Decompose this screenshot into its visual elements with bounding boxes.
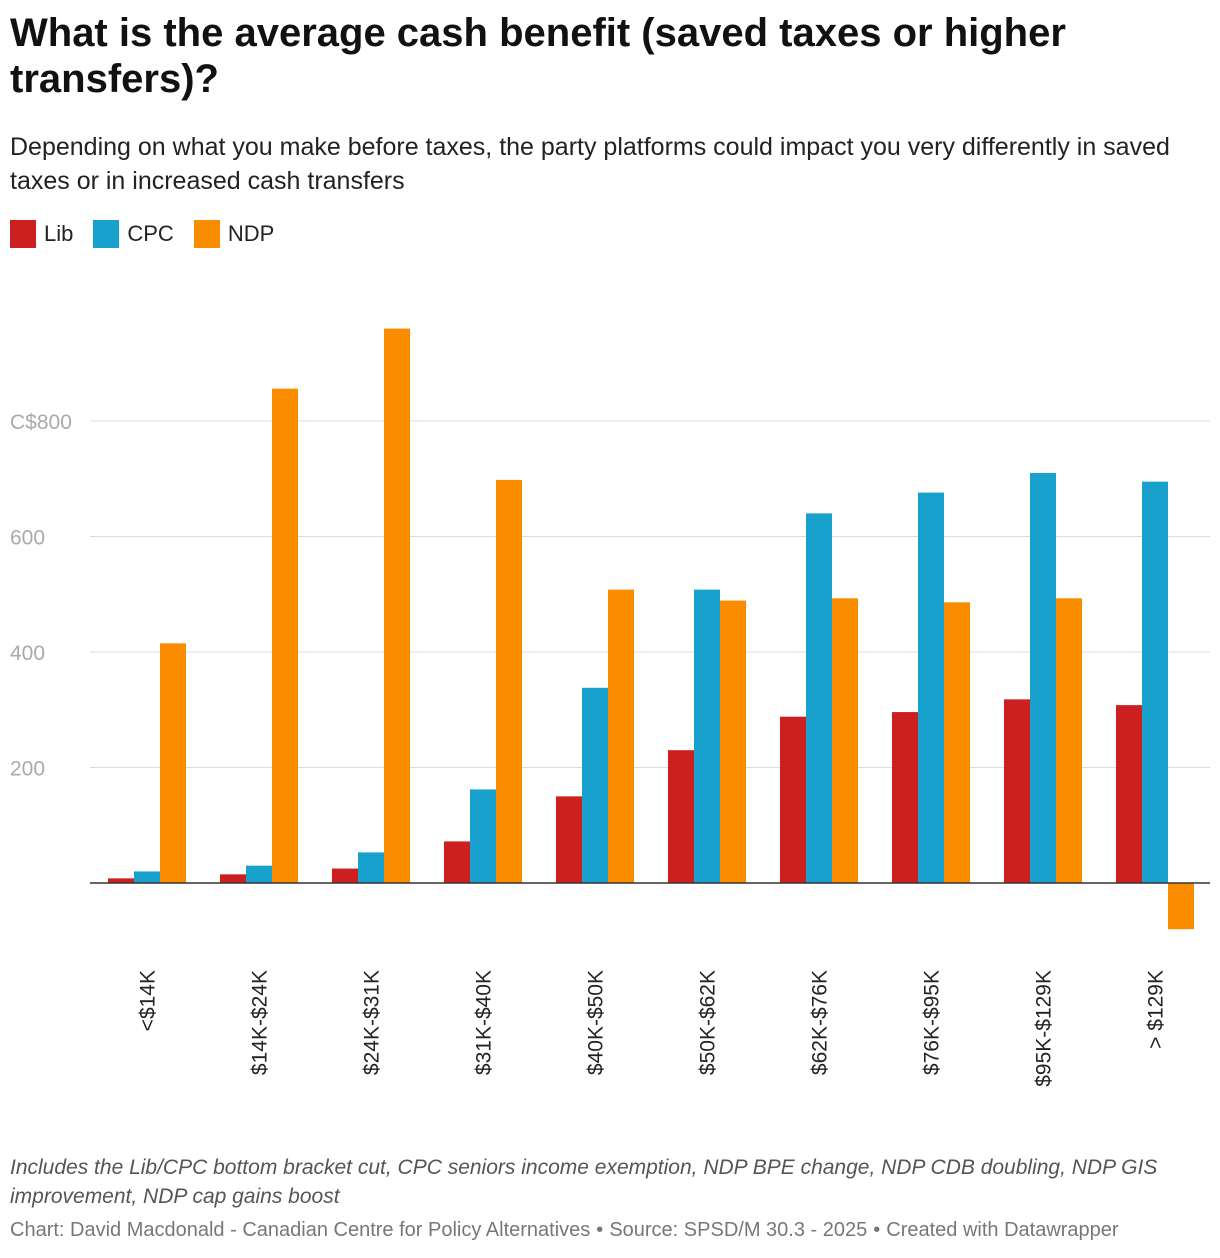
bar-ndp	[944, 602, 970, 883]
bar-ndp	[272, 388, 298, 883]
bar-lib	[668, 750, 694, 883]
bar-ndp	[496, 479, 522, 883]
bar-ndp	[608, 589, 634, 883]
bar-ndp	[160, 643, 186, 883]
legend: Lib CPC NDP	[10, 220, 294, 248]
legend-item-ndp: NDP	[193, 220, 275, 248]
bar-lib	[220, 874, 246, 883]
legend-swatch-lib	[10, 220, 36, 248]
chart-subtitle: Depending on what you make before taxes,…	[10, 133, 1170, 195]
y-tick-label: 200	[10, 758, 45, 781]
credit-chart: Chart: David Macdonald - Canadian Centre…	[10, 1219, 591, 1241]
bar-ndp	[384, 328, 410, 884]
x-tick-label: $95K-$129K	[1033, 970, 1056, 1087]
legend-swatch-ndp	[193, 220, 220, 248]
bar-cpc	[470, 789, 496, 883]
bar-lib	[108, 878, 134, 883]
credit-tool: Created with Datawrapper	[886, 1219, 1119, 1241]
bar-ndp	[1168, 883, 1194, 930]
x-tick-label: $50K-$62K	[697, 970, 720, 1075]
legend-swatch-cpc	[93, 220, 120, 248]
bar-cpc	[1142, 481, 1168, 883]
bar-cpc	[582, 687, 608, 883]
bar-cpc	[358, 852, 384, 883]
legend-label-ndp: NDP	[227, 221, 275, 246]
chart-credit: Chart: David Macdonald - Canadian Centre…	[10, 1219, 1220, 1242]
y-tick-label: 400	[10, 642, 45, 665]
bar-lib	[780, 716, 806, 883]
x-tick-label: $40K-$50K	[585, 970, 608, 1075]
bar-chart: 200 400 600 C$800 <$14K $14K-$24K $24K-$31K $31…	[10, 328, 1210, 1087]
bar-ndp	[832, 598, 858, 883]
bar-ndp	[1056, 598, 1082, 883]
bar-cpc	[694, 589, 720, 883]
bar-lib	[1116, 705, 1142, 883]
x-tick-label: > $129K	[1145, 970, 1168, 1049]
credit-separator: •	[873, 1219, 881, 1241]
bar-cpc	[246, 865, 272, 883]
bar-lib	[556, 796, 582, 883]
legend-label-lib: Lib	[44, 221, 74, 246]
credit-separator: •	[596, 1219, 604, 1241]
bar-lib	[1004, 699, 1030, 883]
bar-cpc	[134, 871, 160, 883]
chart-notes: Includes the Lib/CPC bottom bracket cut,…	[10, 1156, 1158, 1208]
legend-item-cpc: CPC	[93, 220, 174, 248]
bar-cpc	[1030, 472, 1056, 883]
chart-title: What is the average cash benefit (saved …	[10, 11, 1066, 101]
x-tick-label: $76K-$95K	[921, 970, 944, 1075]
credit-source: Source: SPSD/M 30.3 - 2025	[609, 1219, 868, 1241]
bar-lib	[332, 868, 358, 883]
x-tick-label: <$14K	[137, 970, 160, 1031]
x-tick-label: $14K-$24K	[249, 970, 272, 1075]
legend-label-cpc: CPC	[127, 221, 174, 246]
y-tick-label: 600	[10, 527, 45, 550]
x-tick-label: $62K-$76K	[809, 970, 832, 1075]
bar-lib	[892, 712, 918, 883]
y-tick-label: C$800	[10, 411, 72, 434]
x-tick-label: $31K-$40K	[473, 970, 496, 1075]
x-tick-label: $24K-$31K	[361, 970, 384, 1075]
bar-cpc	[806, 513, 832, 883]
bar-ndp	[720, 600, 746, 883]
bar-cpc	[918, 492, 944, 883]
legend-item-lib: Lib	[10, 220, 73, 248]
bar-lib	[444, 841, 470, 883]
